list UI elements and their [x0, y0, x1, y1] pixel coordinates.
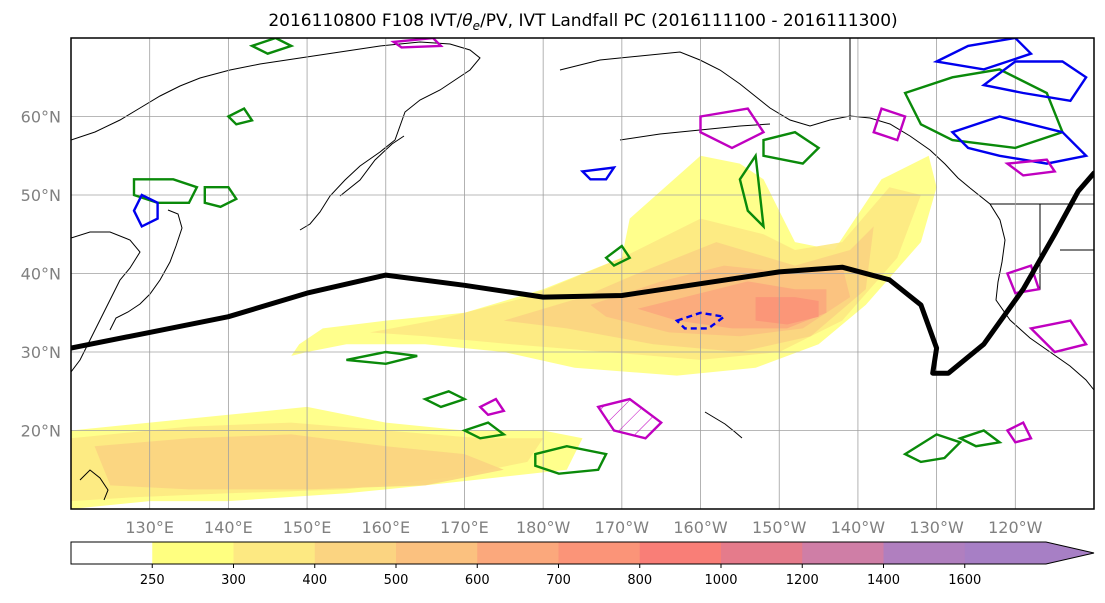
colorbar-tick-label: 500 — [384, 573, 409, 588]
pv-contour — [248, 38, 295, 55]
lat-tick-label: 60°N — [21, 108, 61, 127]
theta-contours — [132, 38, 1089, 330]
theta-contour — [579, 165, 617, 181]
landfall-pc-line-path — [71, 170, 1094, 376]
ivt-region-700 — [755, 297, 819, 325]
pv-contour — [902, 433, 963, 464]
colorbar-cell — [639, 542, 722, 564]
lon-tick-label: 120°W — [988, 518, 1043, 537]
pv-contour — [421, 390, 468, 409]
longitude-labels: 130°E 140°E 150°E 160°E 170°E 180°W 170°W 160°W… — [125, 518, 1042, 537]
lon-tick-label: 130°E — [125, 518, 174, 537]
theta-contour — [950, 115, 1089, 165]
theta-contour — [932, 38, 1034, 71]
coastline-north-america — [969, 187, 1094, 391]
magenta-contour — [478, 397, 506, 417]
pv-contour — [203, 185, 239, 209]
pv-contour — [534, 444, 608, 475]
colorbar-cell — [558, 542, 641, 564]
colorbar-tick-label: 1600 — [948, 573, 981, 588]
theta-contour — [980, 60, 1088, 103]
colorbar-tick-label: 300 — [221, 573, 246, 588]
coastlines — [71, 38, 1094, 501]
magenta-contours — [390, 38, 1089, 444]
lon-tick-label: 170°E — [440, 518, 489, 537]
map-frame — [70, 37, 1095, 510]
colorbar-outline — [70, 541, 1095, 565]
lon-tick-label: 150°E — [283, 518, 332, 537]
colorbar-tick-label: 400 — [302, 573, 327, 588]
lon-tick-label: 130°W — [909, 518, 964, 537]
colorbar-cells — [70, 541, 1095, 565]
pv-contour — [604, 244, 632, 268]
landfall-pc-line — [71, 170, 1094, 376]
colorbar-cell — [314, 542, 397, 564]
lat-tick-label: 50°N — [21, 186, 61, 205]
pv-contour — [346, 350, 418, 366]
colorbar-cell — [964, 542, 1047, 564]
colorbar: 250 300 400 500 600 700 800 1000 1200 1400 1600 — [70, 541, 1095, 588]
colorbar-cell — [233, 542, 316, 564]
colorbar-cell — [802, 542, 884, 564]
coastline-philippines — [79, 469, 109, 501]
map-plot-area — [70, 37, 1095, 510]
pv-contour — [738, 152, 766, 230]
pv-contour — [762, 130, 821, 165]
coastline-us-borders — [990, 203, 1094, 290]
lon-tick-label: 170°W — [595, 518, 650, 537]
magenta-contour — [1005, 264, 1041, 295]
lat-tick-label: 30°N — [21, 343, 61, 362]
colorbar-ticks: 250 300 400 500 600 700 800 1000 1200 1400 1600 — [140, 564, 981, 588]
coastline-japan — [109, 209, 183, 331]
colorbar-cell — [396, 542, 478, 564]
pv-contour — [226, 107, 254, 126]
magenta-contour — [390, 38, 444, 49]
colorbar-tick-label: 800 — [627, 573, 652, 588]
colorbar-tick-label: 700 — [546, 573, 571, 588]
latitude-labels: 20°N 30°N 40°N 50°N 60°N — [21, 108, 61, 441]
lon-tick-label: 140°E — [204, 518, 253, 537]
magenta-contour — [699, 107, 766, 150]
coastline-kamchatka — [339, 135, 405, 197]
lon-tick-label: 150°W — [752, 518, 807, 537]
coastline-alaska — [559, 51, 971, 189]
colorbar-cell — [152, 542, 234, 564]
pv-contour — [132, 178, 199, 205]
colorbar-cell — [71, 542, 153, 564]
colorbar-tick-label: 600 — [465, 573, 490, 588]
colorbar-cell — [477, 542, 559, 564]
colorbar-cell — [721, 542, 803, 564]
magenta-contour — [872, 107, 907, 142]
colorbar-cell — [883, 542, 966, 564]
theta-contour — [132, 193, 159, 229]
lon-tick-label: 160°E — [361, 518, 410, 537]
chart-title: 2016110800 F108 IVT/θe/PV, IVT Landfall … — [268, 11, 897, 33]
colorbar-tick-label: 1400 — [867, 573, 900, 588]
lon-tick-label: 180°W — [516, 518, 571, 537]
colorbar-tick-label: 1000 — [704, 573, 737, 588]
magenta-contour — [1005, 420, 1033, 444]
lon-tick-label: 140°W — [831, 518, 886, 537]
magenta-contour — [596, 397, 664, 440]
pv-contour — [957, 429, 1003, 448]
lat-tick-label: 20°N — [21, 422, 61, 441]
magenta-contour — [1004, 158, 1057, 177]
pv-contour — [461, 421, 507, 440]
lat-tick-label: 40°N — [21, 265, 61, 284]
ivt-region-400 — [94, 434, 504, 490]
colorbar-tick-label: 1200 — [786, 573, 819, 588]
lon-tick-label: 160°W — [673, 518, 728, 537]
theta-contour — [674, 311, 728, 330]
magenta-contour — [1028, 319, 1089, 354]
colorbar-extend-arrow — [1046, 542, 1094, 564]
coastline-hawaii — [704, 411, 743, 439]
colorbar-tick-label: 250 — [140, 573, 165, 588]
